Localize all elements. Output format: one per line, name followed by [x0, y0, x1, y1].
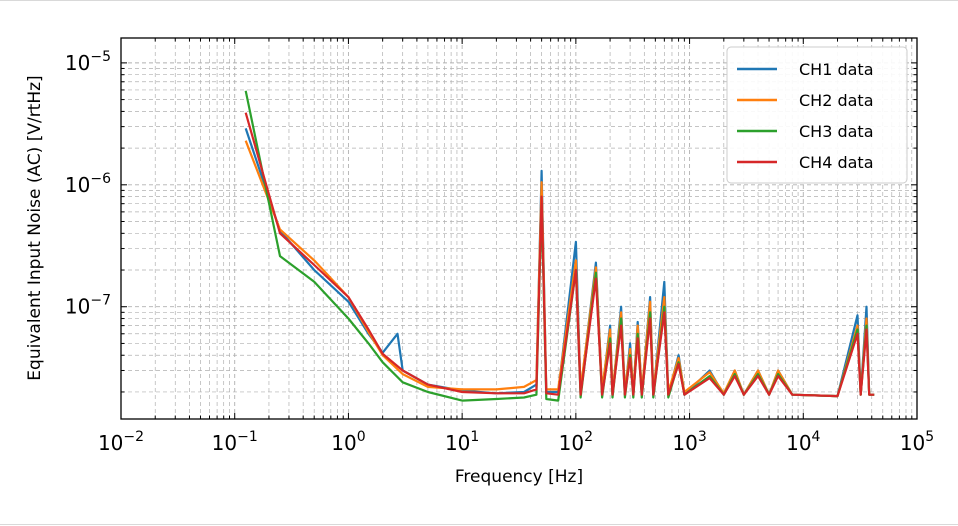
legend-label-ch4: CH4 data — [799, 153, 874, 172]
legend-label-ch1: CH1 data — [799, 60, 874, 79]
ticks — [120, 38, 918, 419]
legend-label-ch2: CH2 data — [799, 91, 874, 110]
x-axis-label: Frequency [Hz] — [455, 467, 583, 487]
x-tick-label: 105 — [900, 429, 934, 455]
x-tick-label: 10−1 — [212, 429, 258, 455]
x-tick-label: 103 — [672, 429, 706, 455]
y-tick-label: 10−5 — [65, 49, 111, 75]
series-line-ch4 — [244, 112, 875, 398]
y-tick-label: 10−7 — [65, 293, 111, 319]
x-tick-label: 104 — [786, 429, 820, 455]
top-divider — [0, 0, 958, 1]
series-group — [244, 90, 875, 402]
legend-label-ch3: CH3 data — [799, 122, 874, 141]
x-tick-label: 10−2 — [98, 429, 144, 455]
y-axis-label: Equivalent Input Noise (AC) [V/rtHz] — [25, 75, 45, 380]
x-tick-label: 100 — [331, 429, 365, 455]
legend-box — [726, 46, 908, 184]
plot-frame — [120, 37, 918, 420]
grid — [120, 38, 918, 419]
x-tick-label: 101 — [445, 429, 479, 455]
tick-labels: 10−2 10−1 100 101 102 103 104 105 10−7 10−6 10−5 — [65, 49, 934, 455]
legend: CH1 data CH2 data CH3 data CH4 data — [726, 46, 908, 184]
x-tick-label: 102 — [559, 429, 593, 455]
y-tick-label: 10−6 — [65, 171, 111, 197]
bottom-divider — [0, 524, 958, 525]
